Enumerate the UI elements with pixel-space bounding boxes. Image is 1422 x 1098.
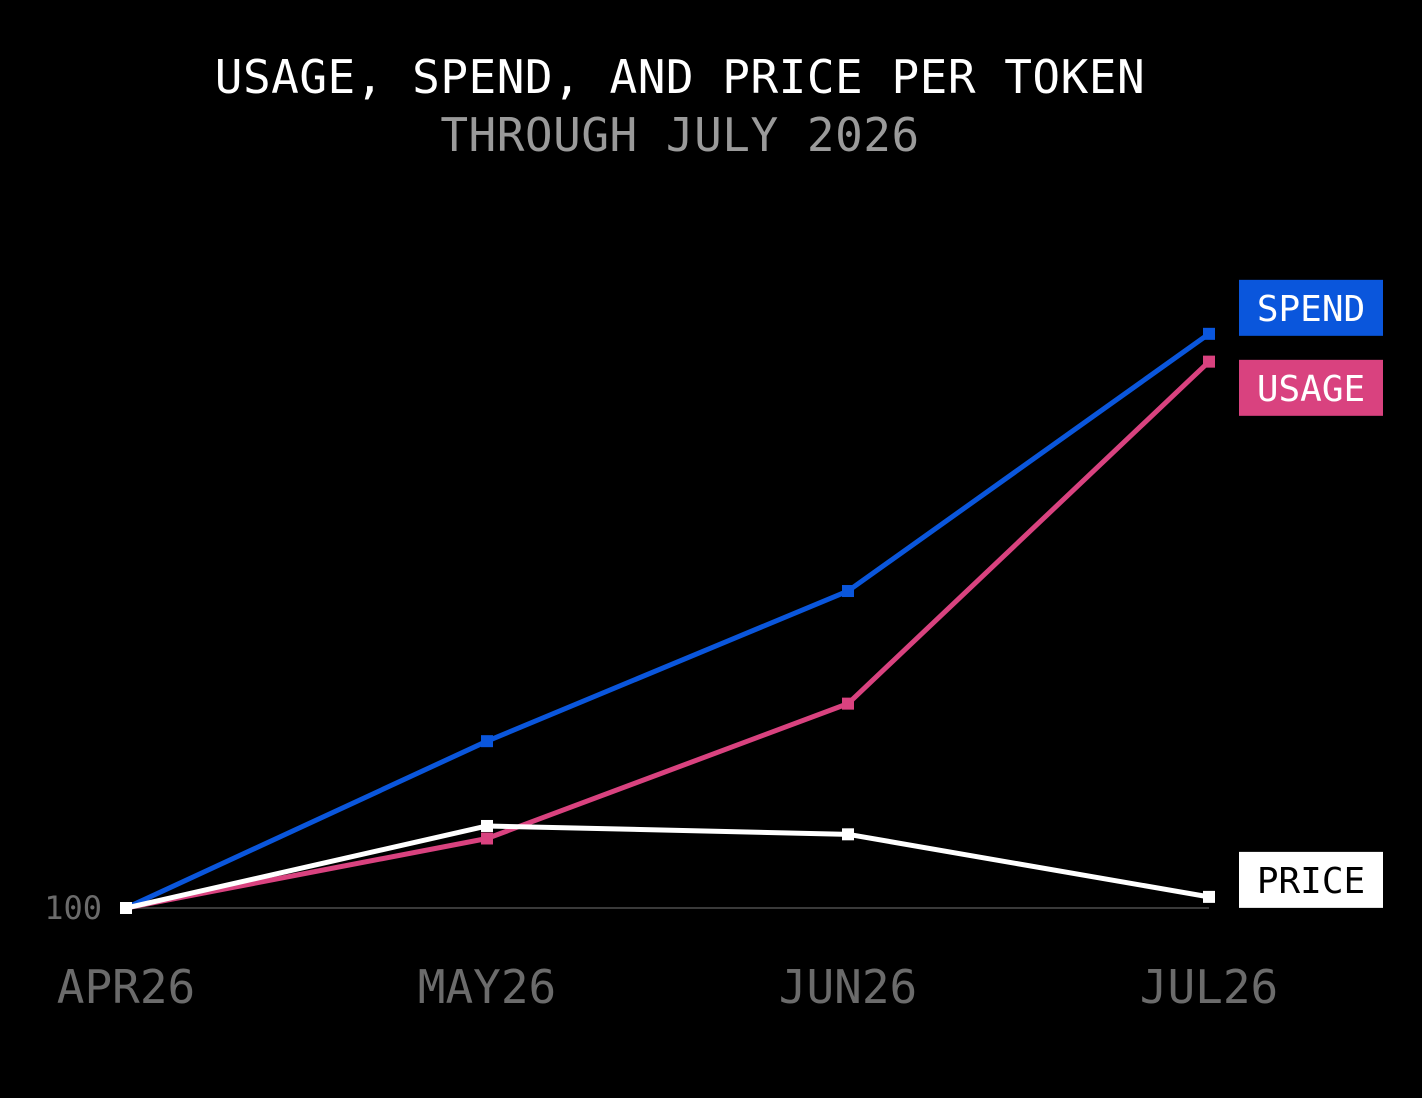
point-price-may26 xyxy=(481,819,493,832)
chart-title: USAGE, SPEND, AND PRICE PER TOKEN xyxy=(214,50,1146,104)
axis-layer: 100 APR26 MAY26 JUN26 JUL26 xyxy=(44,889,1278,1014)
x-tick-label-jun26: JUN26 xyxy=(779,960,917,1014)
series-line-price xyxy=(125,823,1210,911)
legend-label-price: PRICE xyxy=(1257,861,1365,902)
point-price-jun26 xyxy=(842,828,854,841)
point-spend-jun26 xyxy=(842,585,854,598)
point-spend-may26 xyxy=(481,735,493,748)
series-layer xyxy=(120,327,1215,914)
point-usage-jun26 xyxy=(842,697,854,710)
legend-box-usage xyxy=(1239,359,1383,416)
y-baseline-label: 100 xyxy=(44,889,102,927)
series-line-spend xyxy=(124,331,1211,911)
legend-label-spend: SPEND xyxy=(1257,289,1365,330)
title-block: USAGE, SPEND, AND PRICE PER TOKEN THROUG… xyxy=(0,48,1360,164)
point-usage-jul26 xyxy=(1203,355,1215,368)
point-spend-jul26 xyxy=(1203,327,1215,340)
x-tick-label-jul26: JUL26 xyxy=(1140,960,1278,1014)
x-tick-label-apr26: APR26 xyxy=(57,960,195,1014)
chart-subtitle: THROUGH JULY 2026 xyxy=(440,108,920,162)
point-price-jul26 xyxy=(1203,890,1215,903)
series-line-usage xyxy=(125,359,1211,911)
legend-box-price xyxy=(1239,851,1383,908)
legend-label-usage: USAGE xyxy=(1257,369,1365,410)
point-usage-may26 xyxy=(481,832,493,845)
legend-box-spend xyxy=(1239,279,1383,336)
legend-layer: SPEND USAGE PRICE xyxy=(1239,279,1383,908)
point-price-apr26 xyxy=(120,902,132,914)
x-tick-label-may26: MAY26 xyxy=(418,960,556,1014)
